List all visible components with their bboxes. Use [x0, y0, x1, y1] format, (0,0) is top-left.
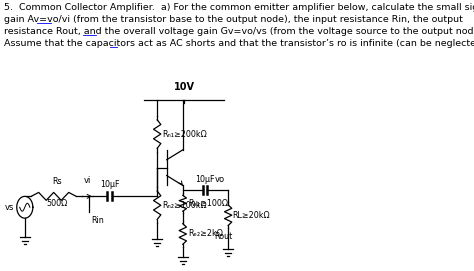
Text: Rin: Rin — [91, 216, 104, 225]
Text: vs: vs — [5, 203, 15, 212]
Text: Rₑ₁≥100Ω: Rₑ₁≥100Ω — [188, 199, 228, 208]
Text: 10μF: 10μF — [100, 180, 119, 189]
Text: vo: vo — [215, 175, 225, 183]
Text: 10V: 10V — [174, 82, 195, 92]
Text: Assume that the capacitors act as AC shorts and that the transistor’s ro is infi: Assume that the capacitors act as AC sho… — [4, 39, 474, 48]
Text: Rₙ₁≥200kΩ: Rₙ₁≥200kΩ — [162, 130, 207, 138]
Text: Rₙ₂≥100kΩ: Rₙ₂≥100kΩ — [162, 201, 207, 210]
Text: gain Av=vo/vi (from the transistor base to the output node), the input resistanc: gain Av=vo/vi (from the transistor base … — [4, 15, 463, 24]
Text: 5.  Common Collector Amplifier.  a) For the common emitter amplifier below, calc: 5. Common Collector Amplifier. a) For th… — [4, 3, 474, 12]
Text: Rout: Rout — [215, 232, 233, 241]
Text: resistance Rout, and the overall voltage gain Gv=vo/vs (from the voltage source : resistance Rout, and the overall voltage… — [4, 27, 474, 36]
Text: vi: vi — [84, 176, 91, 185]
Text: 500Ω: 500Ω — [46, 199, 68, 208]
Text: 10μF: 10μF — [195, 175, 215, 183]
Text: RL≥20kΩ: RL≥20kΩ — [233, 211, 270, 220]
Text: Rₑ₂≥2kΩ: Rₑ₂≥2kΩ — [188, 230, 223, 238]
Text: Rs: Rs — [52, 178, 62, 186]
